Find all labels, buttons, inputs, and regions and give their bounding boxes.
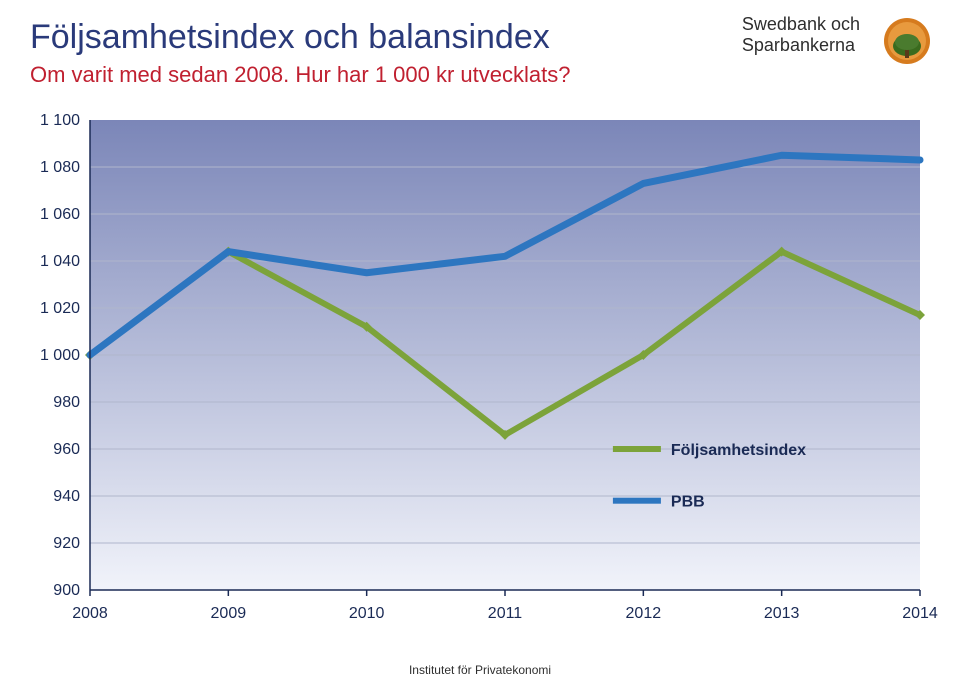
line-chart: 900 920 940 960 980 1 000 1 020 1 040 1 060 1 080… — [20, 110, 940, 640]
slide-title: Följsamhetsindex och balansindex — [30, 18, 550, 57]
y-tick-label: 1 100 — [40, 112, 80, 129]
x-tick-label: 2010 — [349, 605, 385, 622]
y-tick-label: 920 — [53, 535, 80, 552]
brand-text: Swedbank och Sparbankerna — [742, 14, 860, 55]
brand-line1: Swedbank och — [742, 14, 860, 34]
legend-swatch — [613, 446, 661, 452]
x-tick-label: 2013 — [764, 605, 800, 622]
y-tick-label: 940 — [53, 488, 80, 505]
x-tick-label: 2009 — [211, 605, 247, 622]
x-tick-label: 2012 — [626, 605, 662, 622]
brand-line2: Sparbankerna — [742, 35, 855, 55]
x-tick-label: 2014 — [902, 605, 938, 622]
x-tick-label: 2008 — [72, 605, 108, 622]
y-tick-label: 980 — [53, 394, 80, 411]
y-tick-label: 1 060 — [40, 206, 80, 223]
x-tick-label: 2011 — [488, 605, 523, 622]
y-tick-label: 1 080 — [40, 159, 80, 176]
y-tick-label: 1 000 — [40, 347, 80, 364]
footer-text: Institutet för Privatekonomi — [0, 663, 960, 677]
y-tick-label: 1 020 — [40, 300, 80, 317]
slide-subtitle: Om varit med sedan 2008. Hur har 1 000 k… — [30, 62, 570, 88]
y-tick-label: 900 — [53, 582, 80, 599]
y-tick-label: 1 040 — [40, 253, 80, 270]
legend-label: PBB — [671, 494, 705, 511]
legend-label: Följsamhetsindex — [671, 442, 806, 459]
swedbank-logo-icon — [882, 16, 932, 66]
y-tick-label: 960 — [53, 441, 80, 458]
legend-swatch — [613, 498, 661, 504]
